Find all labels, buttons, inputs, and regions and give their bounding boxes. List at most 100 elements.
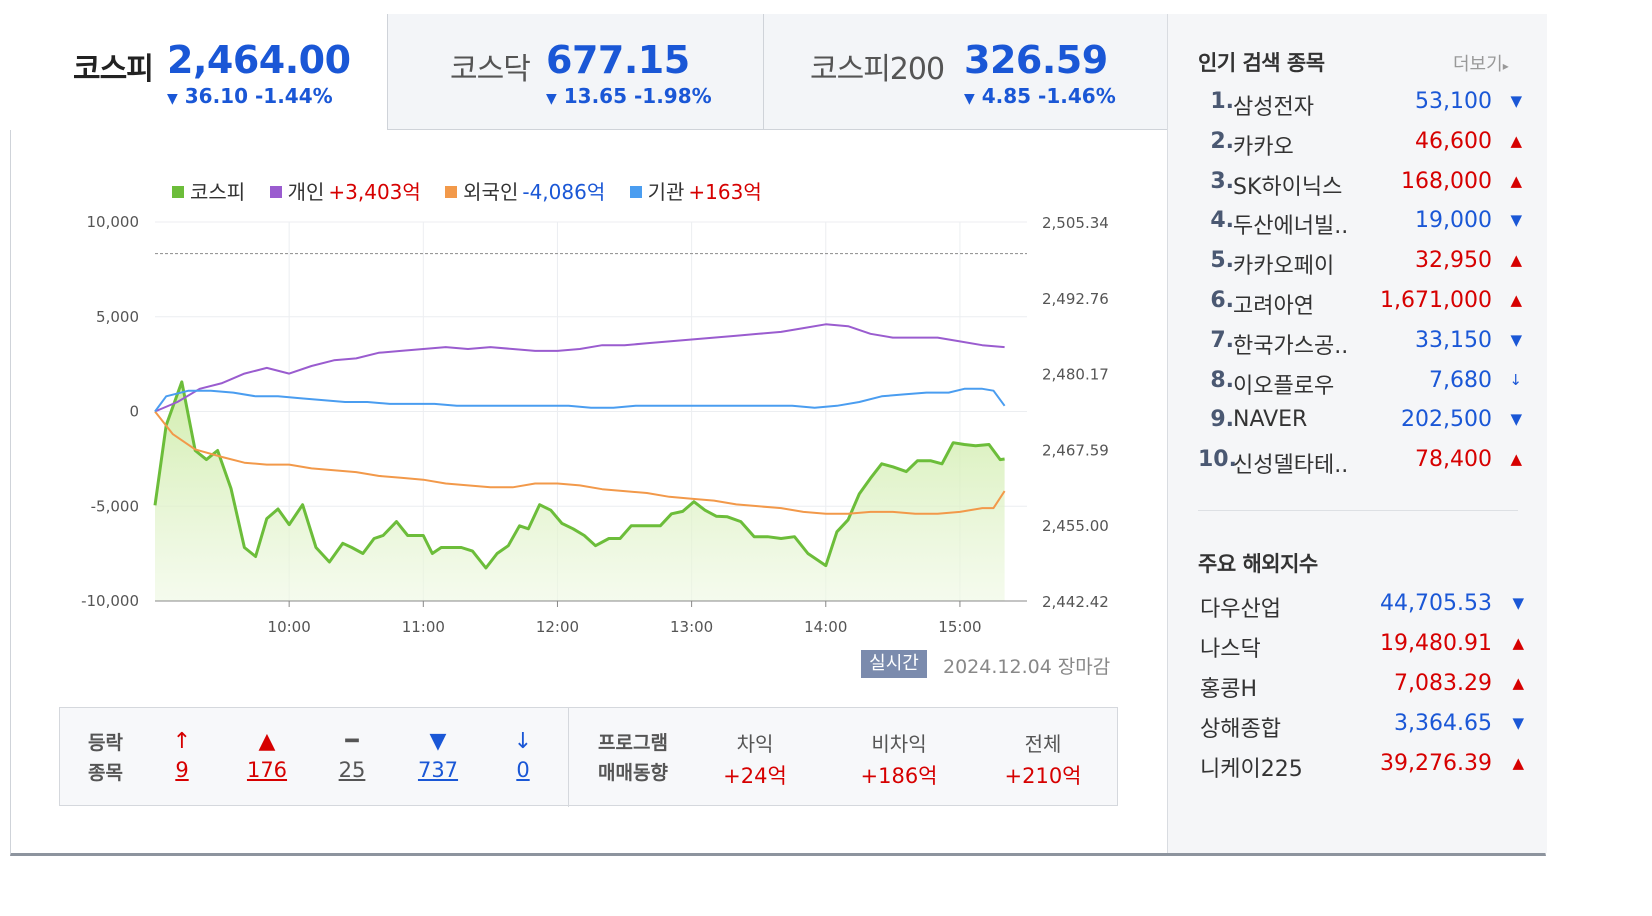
index-tabs: 코스피 2,464.00 ▼ 36.10 -1.44% 코스닥 677.15 ▼…: [10, 14, 1168, 131]
stock-name[interactable]: 한국가스공..: [1233, 333, 1349, 359]
tab-kosdaq[interactable]: 코스닥 677.15 ▼ 13.65 -1.98%: [387, 14, 763, 130]
x-tick-label: 13:00: [670, 618, 713, 636]
down-triangle-icon: ▼: [1510, 92, 1522, 110]
tab-value: 326.59: [964, 38, 1108, 82]
tab-kospi[interactable]: 코스피 2,464.00 ▼ 36.10 -1.44%: [10, 14, 387, 130]
fall-icon: ▼: [429, 729, 447, 754]
stock-name[interactable]: 삼성전자: [1233, 95, 1314, 120]
y-right-tick-label: 2,505.34: [1042, 214, 1109, 232]
rise-icon: ▲: [258, 729, 276, 754]
down-triangle-icon: ▼: [1512, 594, 1524, 612]
rank-number: 7.: [1210, 327, 1234, 353]
stock-price: 53,100: [1415, 89, 1492, 114]
updown-count[interactable]: 25: [338, 758, 366, 782]
popular-stock-item[interactable]: 7. 한국가스공.. 33,150 ▼: [1198, 327, 1528, 359]
legend-swatch: [629, 186, 642, 198]
rank-number: 10.: [1198, 447, 1237, 473]
stock-price: 32,950: [1415, 248, 1492, 274]
series-line-코스피: [153, 380, 1005, 570]
chevron-right-icon: ▸: [1502, 59, 1509, 73]
index-price: 19,480.91: [1380, 631, 1492, 656]
popular-stock-item[interactable]: 9. NAVER 202,500 ▼: [1198, 407, 1528, 437]
stock-name[interactable]: 카카오: [1233, 134, 1294, 160]
updown-fall[interactable]: ▼ 737: [408, 726, 468, 782]
index-name[interactable]: 니케이225: [1200, 757, 1303, 782]
index-price: 3,364.65: [1394, 711, 1492, 736]
updown-lower-limit[interactable]: ↓ 0: [493, 726, 553, 782]
rank-number: 1.: [1210, 89, 1234, 114]
legend-item-institution: 기관 +163억: [629, 176, 762, 205]
index-name[interactable]: 다우산업: [1200, 597, 1281, 622]
popular-stock-item[interactable]: 8. 이오플로우 7,680 ↓: [1198, 367, 1528, 399]
popular-stock-item[interactable]: 6. 고려아연 1,671,000 ▲: [1198, 288, 1528, 319]
rank-number: 2.: [1210, 128, 1234, 154]
tab-change: ▼ 13.65 -1.98%: [546, 84, 712, 108]
tab-name: 코스피200: [810, 52, 945, 87]
up-triangle-icon: ▲: [1510, 291, 1522, 309]
overseas-index-item[interactable]: 홍콩H 7,083.29 ▲: [1200, 671, 1530, 702]
x-tick-label: 11:00: [402, 618, 445, 636]
rank-number: 3.: [1210, 168, 1234, 194]
up-triangle-icon: ▲: [1510, 450, 1522, 469]
tab-change: ▼ 4.85 -1.46%: [964, 84, 1116, 108]
updown-rise[interactable]: ▲ 176: [237, 726, 297, 782]
overseas-title: 주요 해외지수: [1198, 552, 1318, 576]
overseas-index-item[interactable]: 상해종합 3,364.65 ▼: [1200, 711, 1530, 742]
sidebar: 인기 검색 종목 더보기▸ 1. 삼성전자 53,100 ▼ 2. 카카오 46,600 ▲ 3…: [1167, 14, 1547, 853]
stock-name[interactable]: 카카오페이: [1233, 254, 1335, 280]
intraday-chart[interactable]: 10:00 11:00 12:00 13:00 14:00 15:00 10,000 5,00…: [0, 0, 1165, 650]
market-status: 장마감: [1057, 656, 1111, 678]
updown-count[interactable]: 0: [516, 758, 530, 782]
down-triangle-icon: ▼: [1512, 714, 1524, 732]
stock-name[interactable]: 이오플로우: [1233, 373, 1335, 399]
more-link[interactable]: 더보기▸: [1453, 54, 1509, 75]
stock-name[interactable]: 고려아연: [1233, 294, 1314, 319]
summary-divider: [568, 708, 569, 807]
legend-item-kospi: 코스피: [172, 176, 245, 205]
popular-stock-item[interactable]: 10. 신성델타테.. 78,400 ▲: [1198, 447, 1528, 479]
popular-title: 인기 검색 종목: [1198, 51, 1325, 75]
popular-stock-item[interactable]: 1. 삼성전자 53,100 ▼: [1198, 89, 1528, 120]
legend-item-individual: 개인 +3,403억: [269, 176, 421, 205]
tab-kospi200[interactable]: 코스피200 326.59 ▼ 4.85 -1.46%: [763, 14, 1168, 130]
popular-stock-item[interactable]: 2. 카카오 46,600 ▲: [1198, 128, 1528, 160]
rank-number: 8.: [1210, 367, 1234, 393]
index-name[interactable]: 나스닥: [1200, 637, 1261, 662]
stock-name[interactable]: 두산에너빌..: [1233, 214, 1349, 240]
updown-label: 등락 종목: [88, 732, 123, 784]
overseas-index-item[interactable]: 나스닥 19,480.91 ▲: [1200, 631, 1530, 662]
rank-number: 9.: [1210, 407, 1234, 433]
down-triangle-icon: ▼: [1510, 211, 1522, 230]
stock-name[interactable]: NAVER: [1233, 407, 1308, 433]
stock-price: 1,671,000: [1380, 288, 1492, 313]
realtime-badge[interactable]: 실시간: [861, 650, 927, 678]
legend-swatch: [172, 186, 184, 198]
updown-upper-limit[interactable]: ↑ 9: [152, 726, 212, 782]
popular-stock-item[interactable]: 4. 두산에너빌.. 19,000 ▼: [1198, 208, 1528, 240]
updown-count[interactable]: 737: [417, 758, 459, 782]
program-label: 프로그램 매매동향: [598, 732, 668, 784]
market-summary-box: 등락 종목 ↑ 9 ▲ 176 ━ 25 ▼ 737 ↓ 0 프로그램 매매동향 차익 +24억 비차익…: [59, 707, 1118, 807]
overseas-index-item[interactable]: 다우산업 44,705.53 ▼: [1200, 591, 1530, 622]
popular-stock-item[interactable]: 5. 카카오페이 32,950 ▲: [1198, 248, 1528, 280]
index-name[interactable]: 상해종합: [1200, 717, 1281, 742]
series-line-외국인: [154, 410, 1006, 515]
y-right-tick-label: 2,455.00: [1042, 517, 1109, 535]
updown-count[interactable]: 9: [175, 758, 189, 782]
sidebar-divider: [1198, 510, 1518, 511]
stock-name[interactable]: SK하이닉스: [1233, 174, 1343, 200]
updown-count[interactable]: 176: [246, 758, 288, 782]
down-triangle-icon: ▼: [546, 91, 557, 107]
stock-price: 33,150: [1415, 327, 1492, 353]
updown-unchanged[interactable]: ━ 25: [322, 726, 382, 782]
stock-name[interactable]: 신성델타테..: [1233, 453, 1349, 479]
popular-stock-item[interactable]: 3. SK하이닉스 168,000 ▲: [1198, 168, 1528, 200]
up-triangle-icon: ▲: [1512, 754, 1524, 772]
stock-price: 78,400: [1415, 447, 1492, 473]
x-tick-label: 14:00: [804, 618, 847, 636]
overseas-index-item[interactable]: 니케이225 39,276.39 ▲: [1200, 751, 1530, 782]
stock-price: 202,500: [1401, 407, 1492, 433]
index-name[interactable]: 홍콩H: [1200, 677, 1258, 702]
y-left-tick-label: 0: [129, 403, 139, 421]
kospi-area: [155, 381, 1005, 601]
